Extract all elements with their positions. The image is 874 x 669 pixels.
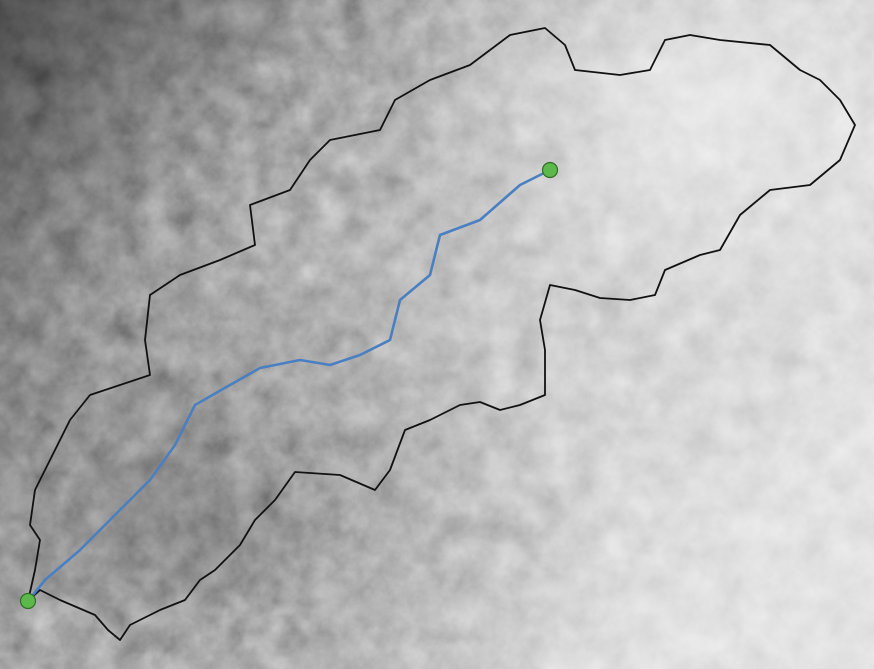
- watershed-boundary: [27, 27, 856, 641]
- river: [26, 168, 552, 603]
- source-point[interactable]: [541, 161, 559, 179]
- outlet-point[interactable]: [19, 592, 37, 610]
